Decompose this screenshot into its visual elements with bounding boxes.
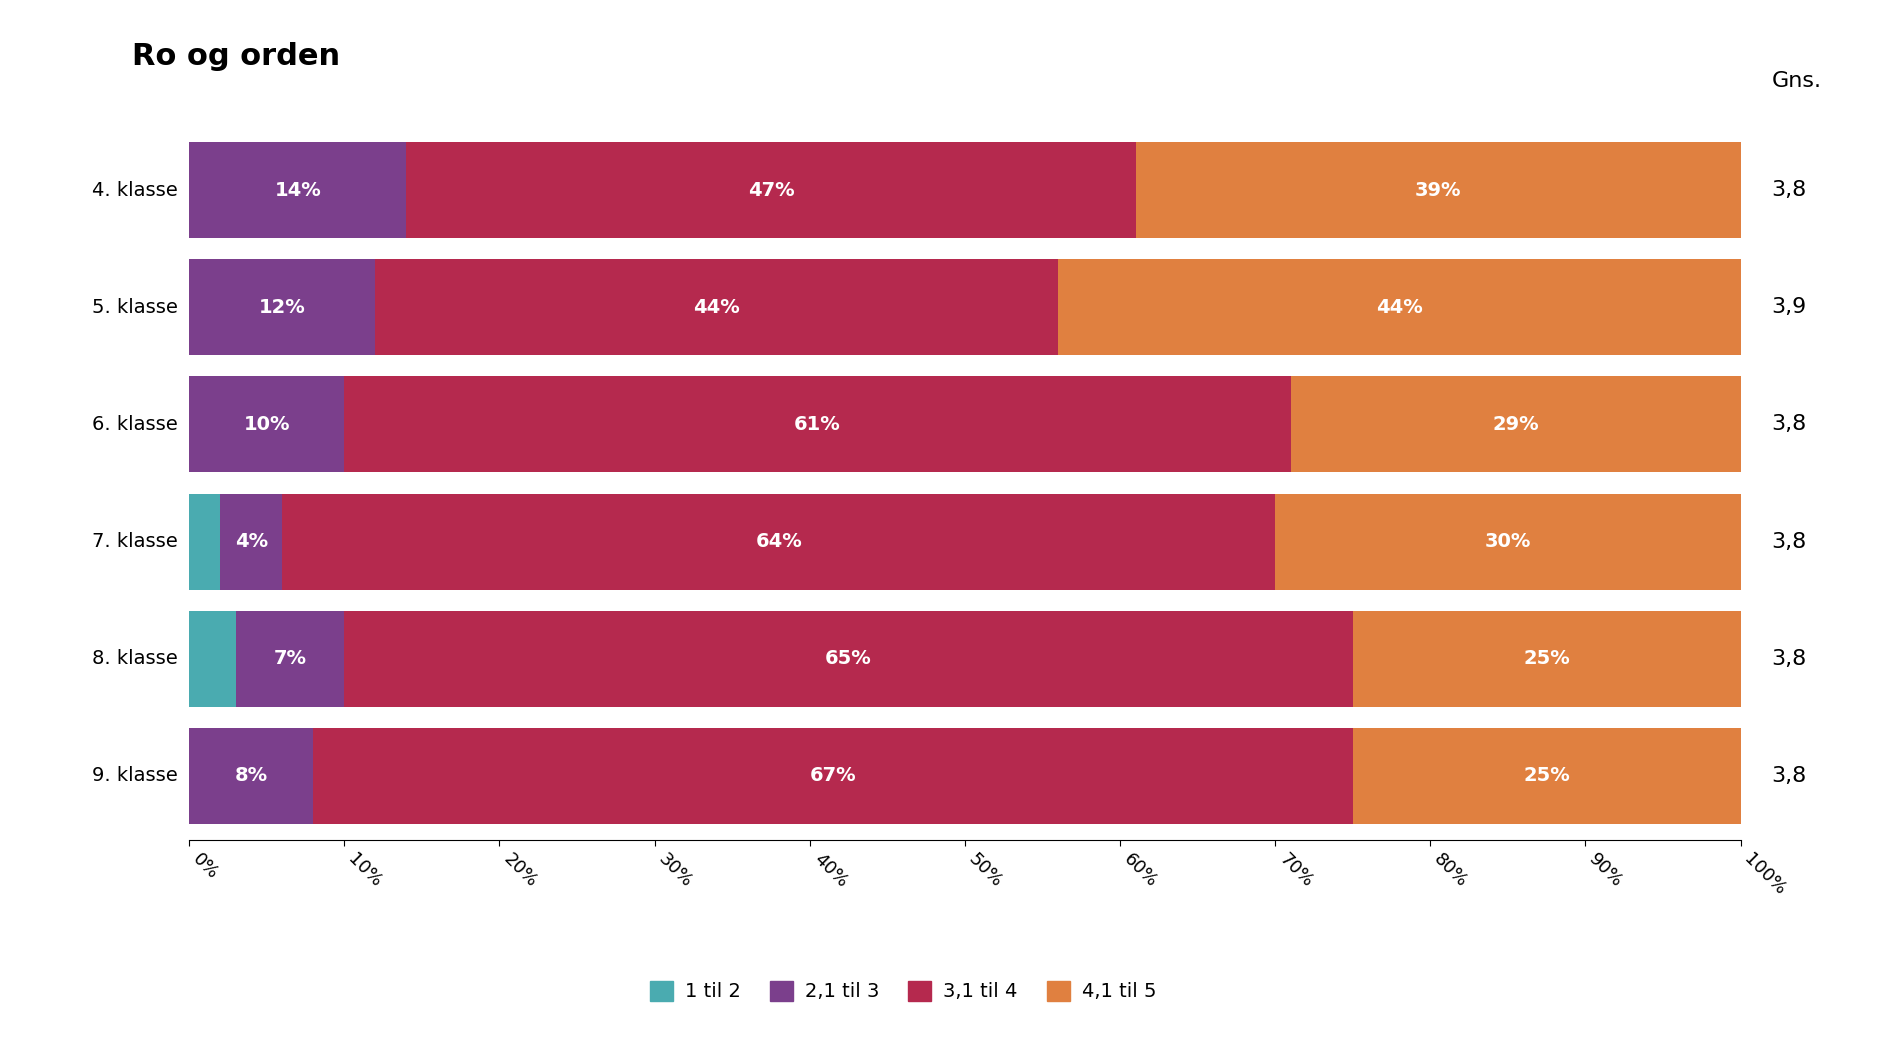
Text: Ro og orden: Ro og orden: [132, 42, 341, 71]
Text: 14%: 14%: [274, 181, 322, 200]
Text: 25%: 25%: [1523, 649, 1570, 668]
Text: 10%: 10%: [244, 415, 289, 434]
Text: 67%: 67%: [810, 766, 857, 785]
Bar: [189, 259, 375, 355]
Bar: [189, 494, 219, 589]
Bar: [375, 259, 1058, 355]
Bar: [236, 611, 344, 707]
Bar: [344, 377, 1290, 472]
Bar: [1275, 494, 1741, 589]
Text: 7%: 7%: [274, 649, 307, 668]
Bar: [1353, 728, 1741, 823]
Bar: [407, 143, 1135, 238]
Bar: [1135, 143, 1741, 238]
Text: 29%: 29%: [1493, 415, 1538, 434]
Bar: [189, 611, 236, 707]
Text: 8%: 8%: [235, 766, 269, 785]
Text: 12%: 12%: [259, 298, 307, 317]
Text: 44%: 44%: [1375, 298, 1423, 317]
Bar: [219, 494, 282, 589]
Text: 4%: 4%: [235, 532, 269, 551]
Text: 3,8: 3,8: [1771, 649, 1807, 669]
Text: 30%: 30%: [1485, 532, 1531, 551]
Bar: [282, 494, 1275, 589]
Text: 44%: 44%: [692, 298, 740, 317]
Text: 65%: 65%: [825, 649, 872, 668]
Bar: [314, 728, 1353, 823]
Text: 25%: 25%: [1523, 766, 1570, 785]
Text: 47%: 47%: [747, 181, 795, 200]
Text: 39%: 39%: [1415, 181, 1461, 200]
Text: 3,8: 3,8: [1771, 531, 1807, 551]
Bar: [189, 377, 344, 472]
Bar: [344, 611, 1353, 707]
Bar: [1058, 259, 1741, 355]
Text: 3,9: 3,9: [1771, 297, 1807, 317]
Bar: [1353, 611, 1741, 707]
Bar: [1290, 377, 1741, 472]
Legend: 1 til 2, 2,1 til 3, 3,1 til 4, 4,1 til 5: 1 til 2, 2,1 til 3, 3,1 til 4, 4,1 til 5: [639, 971, 1165, 1011]
Text: Gns.: Gns.: [1771, 71, 1822, 91]
Text: 3,8: 3,8: [1771, 181, 1807, 201]
Text: 64%: 64%: [755, 532, 802, 551]
Bar: [189, 143, 407, 238]
Text: 3,8: 3,8: [1771, 415, 1807, 435]
Text: 3,8: 3,8: [1771, 765, 1807, 785]
Bar: [189, 728, 314, 823]
Text: 61%: 61%: [795, 415, 840, 434]
